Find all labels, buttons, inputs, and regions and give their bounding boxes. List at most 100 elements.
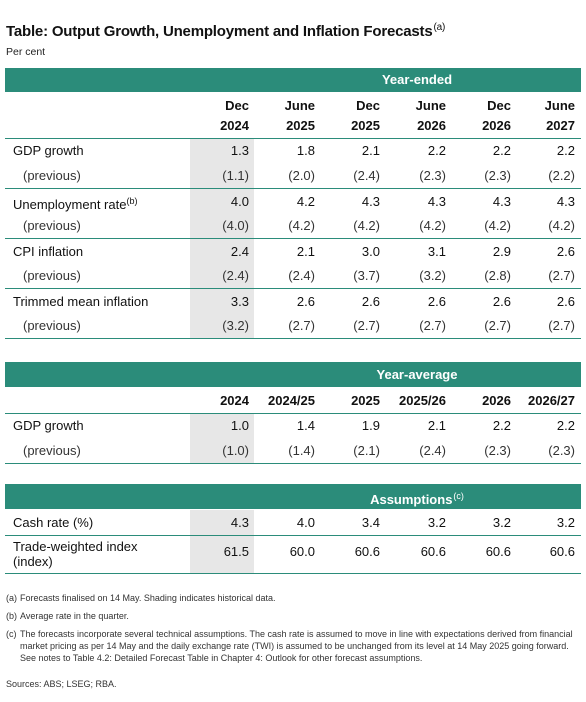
row-label: GDP growth (13, 413, 84, 438)
table-row-previous: (previous) (1.0) (1.4) (2.1) (2.4) (2.3) (2.3) (5, 438, 581, 463)
table-cell: (2.4) (419, 443, 446, 458)
assumptions-footnote-ref: (c) (453, 491, 464, 501)
table-cell: (1.0) (222, 443, 249, 458)
column-header-bottom: 2026 (417, 118, 446, 133)
table-cell: 4.3 (492, 194, 511, 209)
note-key: (c) (6, 629, 17, 639)
table-row: Trade-weighted index (index) 61.5 60.0 60.6 6… (5, 535, 581, 574)
table-cell: 1.3 (230, 143, 249, 158)
row-label-text: (previous) (23, 168, 81, 183)
row-label: (previous) (23, 438, 81, 463)
row-label-footnote-ref: (b) (126, 196, 138, 206)
row-label: Trimmed mean inflation (13, 289, 148, 314)
table-cell: 4.3 (361, 194, 380, 209)
table-cell: 2.9 (492, 244, 511, 259)
row-label: Trade-weighted index (index) (13, 539, 138, 569)
year-average-band-label: Year-average (376, 367, 458, 382)
note-text: The forecasts incorporate several techni… (20, 629, 573, 663)
year-ended-headers: Dec 2024 June 2025 Dec 2025 June 2026 Dec 2026 Jun… (5, 96, 581, 138)
table-row: Cash rate (%) 4.3 4.0 3.4 3.2 3.2 3.2 (5, 510, 581, 535)
historical-shading-assumptions (190, 510, 254, 573)
year-ended-band: Year-ended (5, 68, 581, 92)
table-cell: (2.7) (548, 318, 575, 333)
table-cell: (2.8) (484, 268, 511, 283)
table-cell: (2.3) (484, 168, 511, 183)
table-subtitle: Per cent (6, 46, 46, 58)
table-row: GDP growth 1.0 1.4 1.9 2.1 2.2 2.2 (5, 413, 581, 438)
table-cell: 60.6 (354, 544, 380, 559)
historical-shading-year-average (190, 413, 254, 463)
table-cell: (2.7) (353, 318, 380, 333)
row-label-text: (previous) (23, 318, 81, 333)
row-label: Unemployment rate(b) (13, 189, 137, 217)
row-label-text: Cash rate (%) (13, 515, 94, 530)
header-rule (5, 138, 581, 139)
table-cell: 2.2 (492, 418, 511, 433)
table-cell: 3.4 (361, 515, 380, 530)
section-bottom-rule (5, 338, 581, 339)
table-cell: 3.2 (556, 515, 575, 530)
row-label-text: GDP growth (13, 143, 84, 158)
table-row: Trimmed mean inflation 3.3 2.6 2.6 2.6 2.6 2.6 (5, 288, 581, 314)
table-cell: 2.2 (556, 418, 575, 433)
table-cell: 2.1 (427, 418, 446, 433)
column-header: 2025/26 (399, 393, 446, 408)
table-cell: 4.0 (296, 515, 315, 530)
table-cell: (4.2) (484, 218, 511, 233)
table-cell: (2.7) (484, 318, 511, 333)
table-cell: 1.0 (230, 418, 249, 433)
table-cell: 3.2 (492, 515, 511, 530)
column-header: 2025 (351, 393, 380, 408)
table-cell: (1.4) (288, 443, 315, 458)
year-average-headers: 2024 2024/25 2025 2025/26 2026 2026/27 (5, 390, 581, 412)
column-header-bottom: 2025 (351, 118, 380, 133)
column-header: 2026/27 (528, 393, 575, 408)
assumptions-band-label: Assumptions(c) (370, 491, 464, 507)
row-label-text: CPI inflation (13, 244, 84, 259)
column-header-bottom: 2024 (220, 118, 249, 133)
note-key: (b) (6, 611, 17, 621)
column-header: 2026 (482, 393, 511, 408)
table-cell: 4.3 (427, 194, 446, 209)
table-cell: 60.0 (289, 544, 315, 559)
table-cell: 4.0 (230, 194, 249, 209)
table-cell: 4.2 (296, 194, 315, 209)
table-cell: (1.1) (222, 168, 249, 183)
table-cell: (2.3) (484, 443, 511, 458)
table-cell: (2.4) (353, 168, 380, 183)
row-label: Cash rate (%) (13, 510, 93, 535)
year-ended-band-label: Year-ended (381, 72, 453, 87)
table-cell: 2.6 (361, 294, 380, 309)
row-label: (previous) (23, 163, 81, 188)
header-rule (5, 413, 581, 414)
table-cell: 2.6 (492, 294, 511, 309)
table-cell: (2.7) (419, 318, 446, 333)
note-key: (a) (6, 593, 17, 603)
row-label-text: GDP growth (13, 418, 84, 433)
column-header-bottom: 2026 (482, 118, 511, 133)
sources: Sources: ABS; LSEG; RBA. (6, 678, 574, 690)
table-cell: (2.7) (548, 268, 575, 283)
table-cell: (4.2) (419, 218, 446, 233)
column-header: 2024/25 (268, 393, 315, 408)
row-label: (previous) (23, 213, 81, 238)
assumptions-band: Assumptions(c) (5, 484, 581, 509)
table-cell: (2.7) (288, 318, 315, 333)
column-header: 2024 (220, 393, 249, 408)
table-cell: (3.7) (353, 268, 380, 283)
column-header-top: June (544, 98, 575, 113)
row-label: (previous) (23, 313, 81, 338)
table-row-previous: (previous) (3.2) (2.7) (2.7) (2.7) (2.7) (2.7) (5, 313, 581, 338)
row-label-text: (previous) (23, 268, 81, 283)
table-cell: (2.4) (288, 268, 315, 283)
table-cell: 1.8 (296, 143, 315, 158)
column-header-top: Dec (487, 98, 511, 113)
table-cell: (4.2) (353, 218, 380, 233)
table-cell: 2.1 (296, 244, 315, 259)
table-cell: (2.3) (548, 443, 575, 458)
table-cell: 1.4 (296, 418, 315, 433)
table-cell: 2.2 (427, 143, 446, 158)
column-header-top: Dec (225, 98, 249, 113)
table-cell: 3.0 (361, 244, 380, 259)
table-cell: 60.6 (485, 544, 511, 559)
